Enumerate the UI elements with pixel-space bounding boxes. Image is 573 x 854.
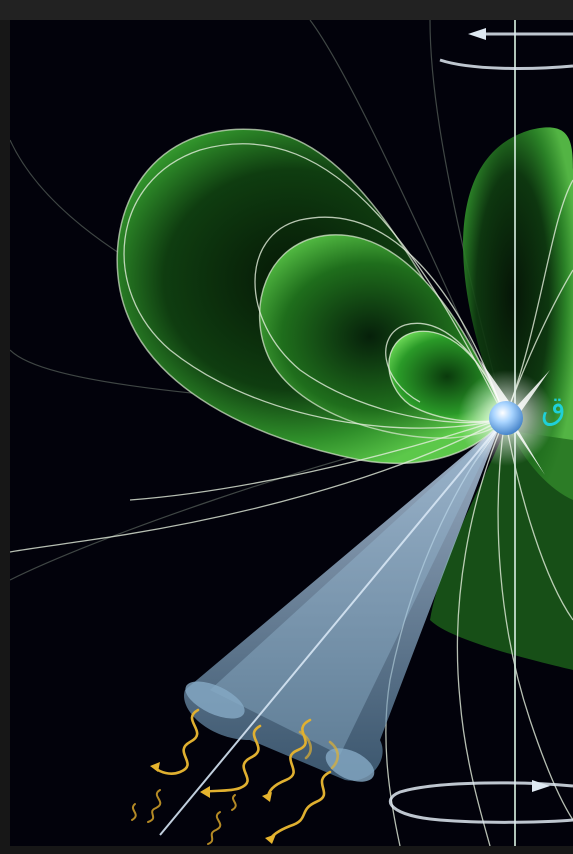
image-caption-glyph: ق xyxy=(541,389,566,427)
top-arrow-head xyxy=(468,28,486,40)
beam-axis xyxy=(159,424,501,836)
photon-waves xyxy=(153,708,340,842)
top-bar xyxy=(0,0,573,20)
beam-core xyxy=(210,425,500,755)
pulsar-image xyxy=(10,20,573,846)
bottom-arrow-head xyxy=(532,780,550,792)
top-rotation-arrow xyxy=(439,32,573,70)
photon-small-waves xyxy=(131,789,237,845)
beam-end-left xyxy=(185,681,245,719)
pulsar-illustration xyxy=(10,20,573,846)
lower-lobe xyxy=(430,430,573,670)
photon-arrowheads xyxy=(150,762,276,844)
neutron-star xyxy=(489,401,523,435)
bottom-rotation-arrow xyxy=(388,781,573,824)
radiation-beam xyxy=(184,425,500,781)
